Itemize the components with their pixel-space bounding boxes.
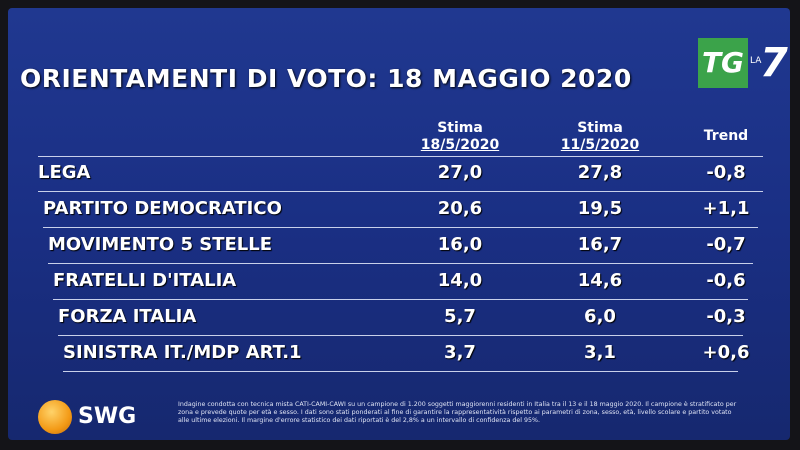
- brand-name: SWG: [78, 404, 137, 429]
- cell-value: 27,0: [437, 162, 483, 183]
- logo-small: LA: [750, 56, 762, 66]
- column-header: Stima 11/5/2020: [540, 120, 660, 154]
- header-line: Stima: [577, 120, 623, 136]
- separator: [38, 191, 763, 192]
- row-label: LEGA: [38, 162, 91, 183]
- cell-value: 27,8: [577, 162, 623, 183]
- cell-value: 5,7: [444, 306, 476, 327]
- brand: SWG: [38, 400, 168, 436]
- column-header: Stima 18/5/2020: [400, 120, 520, 154]
- separator: [63, 371, 738, 372]
- header-line: Stima: [437, 120, 483, 136]
- row-label: FORZA ITALIA: [58, 306, 197, 327]
- screen: ORIENTAMENTI DI VOTO: 18 MAGGIO 2020 TG …: [8, 8, 790, 440]
- row-label: MOVIMENTO 5 STELLE: [48, 234, 273, 255]
- row-label: SINISTRA IT./MDP ART.1: [63, 342, 302, 363]
- cell-value: 16,0: [437, 234, 483, 255]
- separator: [53, 299, 748, 300]
- header-line: 11/5/2020: [560, 137, 640, 153]
- cell-value: 16,7: [577, 234, 623, 255]
- separator: [38, 156, 763, 157]
- header-line: Trend: [703, 128, 749, 144]
- header-line: 18/5/2020: [420, 137, 500, 153]
- brand-icon: [38, 400, 72, 434]
- separator: [48, 263, 753, 264]
- logo: TG LA 7: [698, 38, 788, 88]
- cell-value: 6,0: [584, 306, 616, 327]
- separator: [43, 227, 758, 228]
- cell-value: -0,8: [706, 162, 746, 183]
- logo-number: 7: [760, 40, 788, 86]
- cell-value: 14,6: [577, 270, 623, 291]
- cell-value: -0,7: [706, 234, 746, 255]
- cell-value: 20,6: [437, 198, 483, 219]
- logo-main: TG: [698, 38, 748, 88]
- separator: [58, 335, 743, 336]
- cell-value: 3,7: [444, 342, 476, 363]
- cell-value: -0,6: [706, 270, 746, 291]
- footnote: Indagine condotta con tecnica mista CATI…: [178, 401, 737, 424]
- cell-value: 19,5: [577, 198, 623, 219]
- row-label: PARTITO DEMOCRATICO: [43, 198, 282, 219]
- cell-value: +0,6: [702, 342, 750, 363]
- cell-value: 14,0: [437, 270, 483, 291]
- cell-value: 3,1: [584, 342, 616, 363]
- row-label: FRATELLI D'ITALIA: [53, 270, 237, 291]
- cell-value: -0,3: [706, 306, 746, 327]
- cell-value: +1,1: [702, 198, 750, 219]
- column-header: Trend: [666, 128, 786, 145]
- title: ORIENTAMENTI DI VOTO: 18 MAGGIO 2020: [20, 64, 632, 93]
